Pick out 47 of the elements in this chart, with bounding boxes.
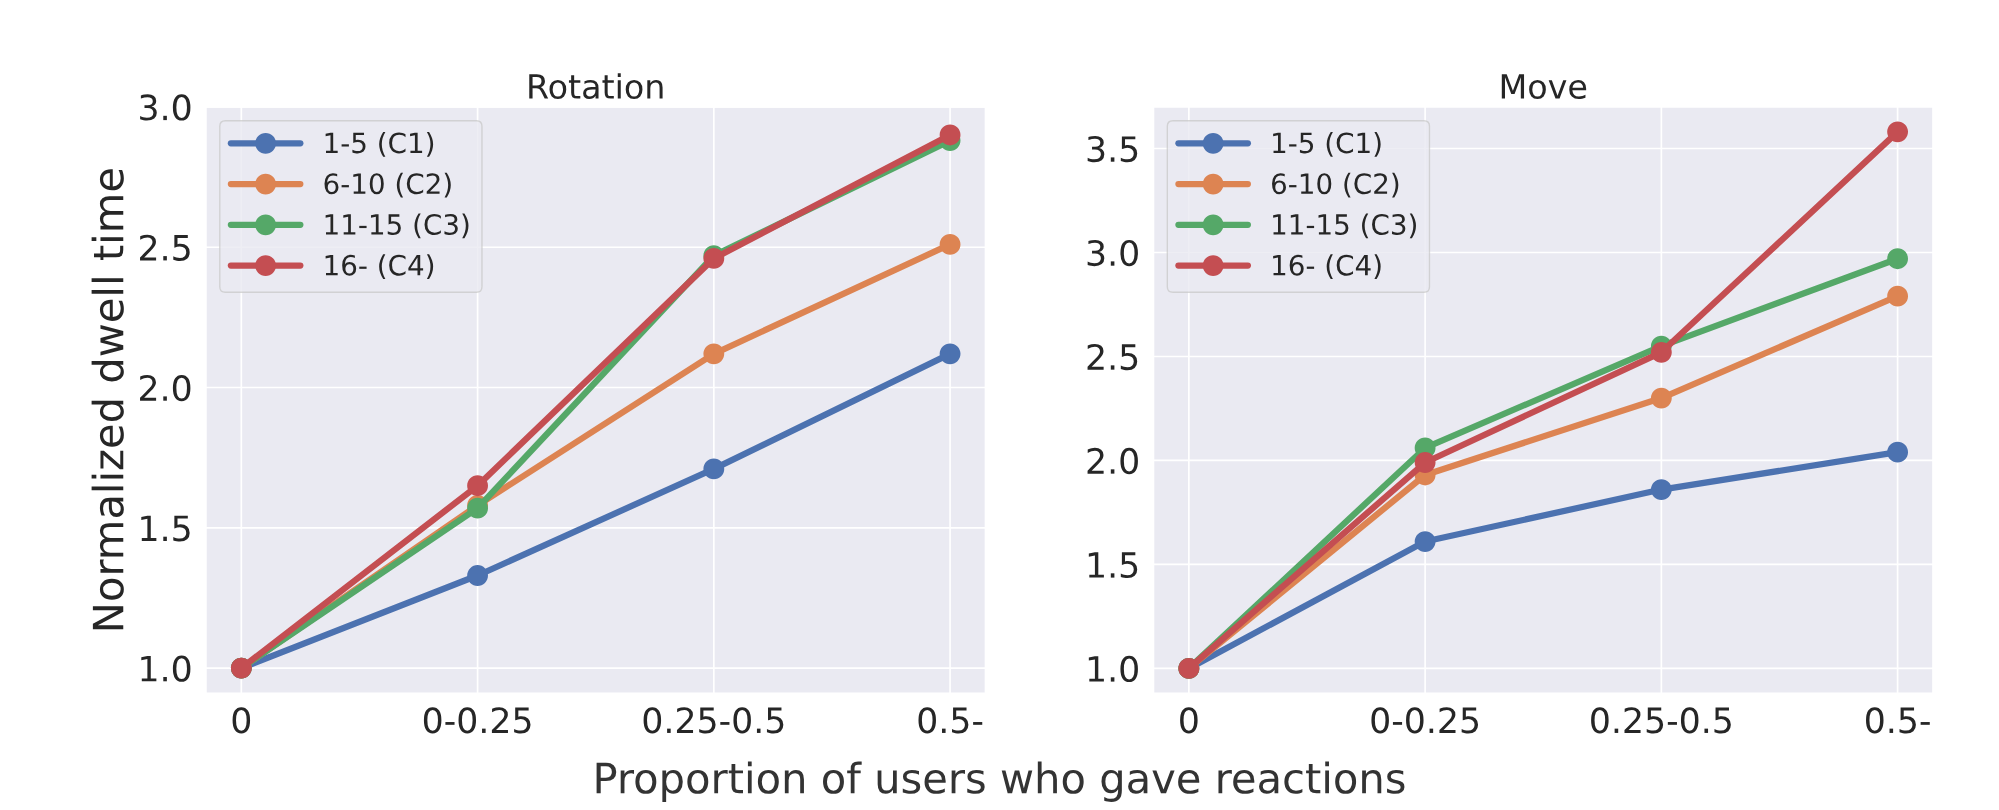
x-tick-label: 0.25-0.5 xyxy=(1591,707,1731,734)
y-tick-label: 3.0 xyxy=(1087,239,1138,267)
legend-label: 11-15 (C3) xyxy=(325,213,469,239)
legend-label: 6-10 (C2) xyxy=(1272,172,1399,198)
point xyxy=(1414,531,1436,552)
legend-label: 6-10 (C2) xyxy=(324,172,451,198)
x-tick-label: 0.5- xyxy=(1866,707,1930,734)
y-tick-label: 3.0 xyxy=(140,94,191,121)
point xyxy=(1650,479,1672,500)
x-axis-title: Proportion of users who gave reactions xyxy=(596,761,1405,802)
y-tick-label: 3.5 xyxy=(1087,135,1138,163)
point xyxy=(467,475,488,497)
point xyxy=(939,233,961,255)
y-tick-label: 1.5 xyxy=(1088,552,1138,579)
point xyxy=(939,124,961,146)
legend-label: 1-5 (C1) xyxy=(1273,131,1381,157)
x-tick-label: 0.5- xyxy=(918,707,983,734)
y-tick-label: 1.5 xyxy=(141,515,190,542)
x-tick-label: 0.25-0.5 xyxy=(643,707,784,734)
point xyxy=(703,343,725,365)
x-tick-label: 0 xyxy=(1180,707,1198,734)
legend-label: 1-5 (C1) xyxy=(325,131,434,157)
y-tick-label: 2.5 xyxy=(140,234,190,261)
legend-label: 16- (C4) xyxy=(325,254,434,280)
point xyxy=(467,565,488,586)
y-axis-title: Normalized dwell time xyxy=(91,169,124,630)
x-tick-label: 0-0.25 xyxy=(1371,707,1479,734)
chart-title: Move xyxy=(1501,74,1587,100)
chart-title: Rotation xyxy=(529,73,663,100)
x-tick-label: 0-0.25 xyxy=(423,707,531,734)
x-tick-label: 0 xyxy=(232,707,251,734)
y-tick-label: 2.0 xyxy=(140,374,191,402)
point xyxy=(1887,441,1909,463)
y-tick-label: 2.0 xyxy=(1087,447,1138,475)
y-tick-label: 1.0 xyxy=(141,655,191,682)
point xyxy=(1414,452,1436,473)
point xyxy=(1887,248,1909,270)
point xyxy=(703,458,725,480)
point xyxy=(1887,285,1909,307)
y-tick-label: 2.5 xyxy=(1087,343,1138,371)
legend-label: 16- (C4) xyxy=(1273,254,1381,280)
point xyxy=(1650,387,1672,409)
legend-label: 11-15 (C3) xyxy=(1273,213,1416,239)
point xyxy=(1887,121,1909,143)
point xyxy=(939,343,961,365)
y-tick-label: 1.0 xyxy=(1088,655,1138,683)
point xyxy=(1650,341,1672,363)
